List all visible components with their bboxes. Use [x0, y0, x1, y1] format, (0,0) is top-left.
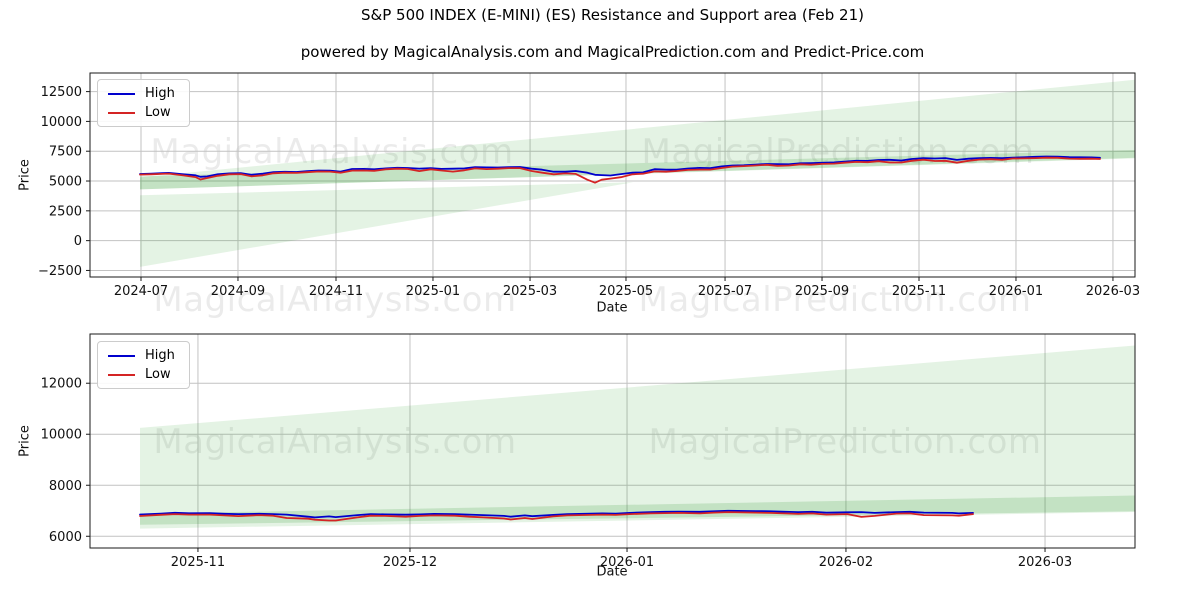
y-tick-label: 5000 — [49, 175, 82, 190]
high-line — [139, 509, 974, 519]
legend-top: High Low — [97, 79, 190, 127]
y-axis-label-bottom: Price — [17, 425, 33, 457]
legend-item-low: Low — [108, 106, 175, 119]
watermark-analysis: MagicalAnalysis.com — [153, 422, 517, 462]
low-line-swatch — [108, 373, 135, 376]
y-tick-label: −2500 — [38, 264, 82, 279]
x-tick-label: 2026-03 — [1018, 555, 1072, 570]
y-tick-label: 10000 — [41, 428, 82, 443]
legend-label: High — [145, 86, 175, 101]
legend-item-high: High — [108, 349, 175, 362]
x-tick-label: 2025-11 — [171, 555, 225, 570]
legend-bottom: High Low — [97, 341, 190, 389]
y-tick-label: 12000 — [41, 377, 82, 392]
y-tick-label: 12500 — [41, 85, 82, 100]
legend-label: High — [145, 348, 175, 363]
chart-title: S&P 500 INDEX (E-MINI) (ES) Resistance a… — [361, 6, 864, 24]
legend-label: Low — [145, 105, 171, 120]
high-line-swatch — [108, 354, 135, 357]
low-line-swatch — [108, 111, 135, 114]
legend-item-high: High — [108, 87, 175, 100]
legend-item-low: Low — [108, 368, 175, 381]
x-tick-label: 2025-12 — [383, 555, 437, 570]
y-tick-label: 6000 — [49, 530, 82, 545]
support-resistance-area — [140, 495, 1135, 525]
y-tick-label: 2500 — [49, 204, 82, 219]
y-tick-label: 8000 — [49, 479, 82, 494]
y-tick-label: 10000 — [41, 115, 82, 130]
y-tick-label: 7500 — [49, 145, 82, 160]
x-tick-label: 2026-03 — [1086, 284, 1140, 299]
y-tick-label: 0 — [74, 234, 82, 249]
x-axis-label-bottom: Date — [596, 564, 628, 580]
x-tick-label: 2026-02 — [819, 555, 873, 570]
watermark-analysis: MagicalAnalysis.com — [150, 132, 514, 172]
watermark-analysis: MagicalAnalysis.com — [153, 280, 517, 320]
watermark-prediction: MagicalPrediction.com — [641, 132, 1035, 172]
watermark-prediction: MagicalPrediction.com — [648, 422, 1042, 462]
x-axis-label-top: Date — [596, 300, 628, 316]
support-resistance-area — [140, 182, 634, 267]
high-line-swatch — [108, 92, 135, 95]
low-line — [139, 511, 974, 522]
watermark-prediction: MagicalPrediction.com — [638, 280, 1032, 320]
plot-border — [89, 72, 1136, 278]
legend-label: Low — [145, 367, 171, 382]
chart-subtitle: powered by MagicalAnalysis.com and Magic… — [300, 43, 925, 61]
y-axis-label-top: Price — [17, 159, 33, 191]
